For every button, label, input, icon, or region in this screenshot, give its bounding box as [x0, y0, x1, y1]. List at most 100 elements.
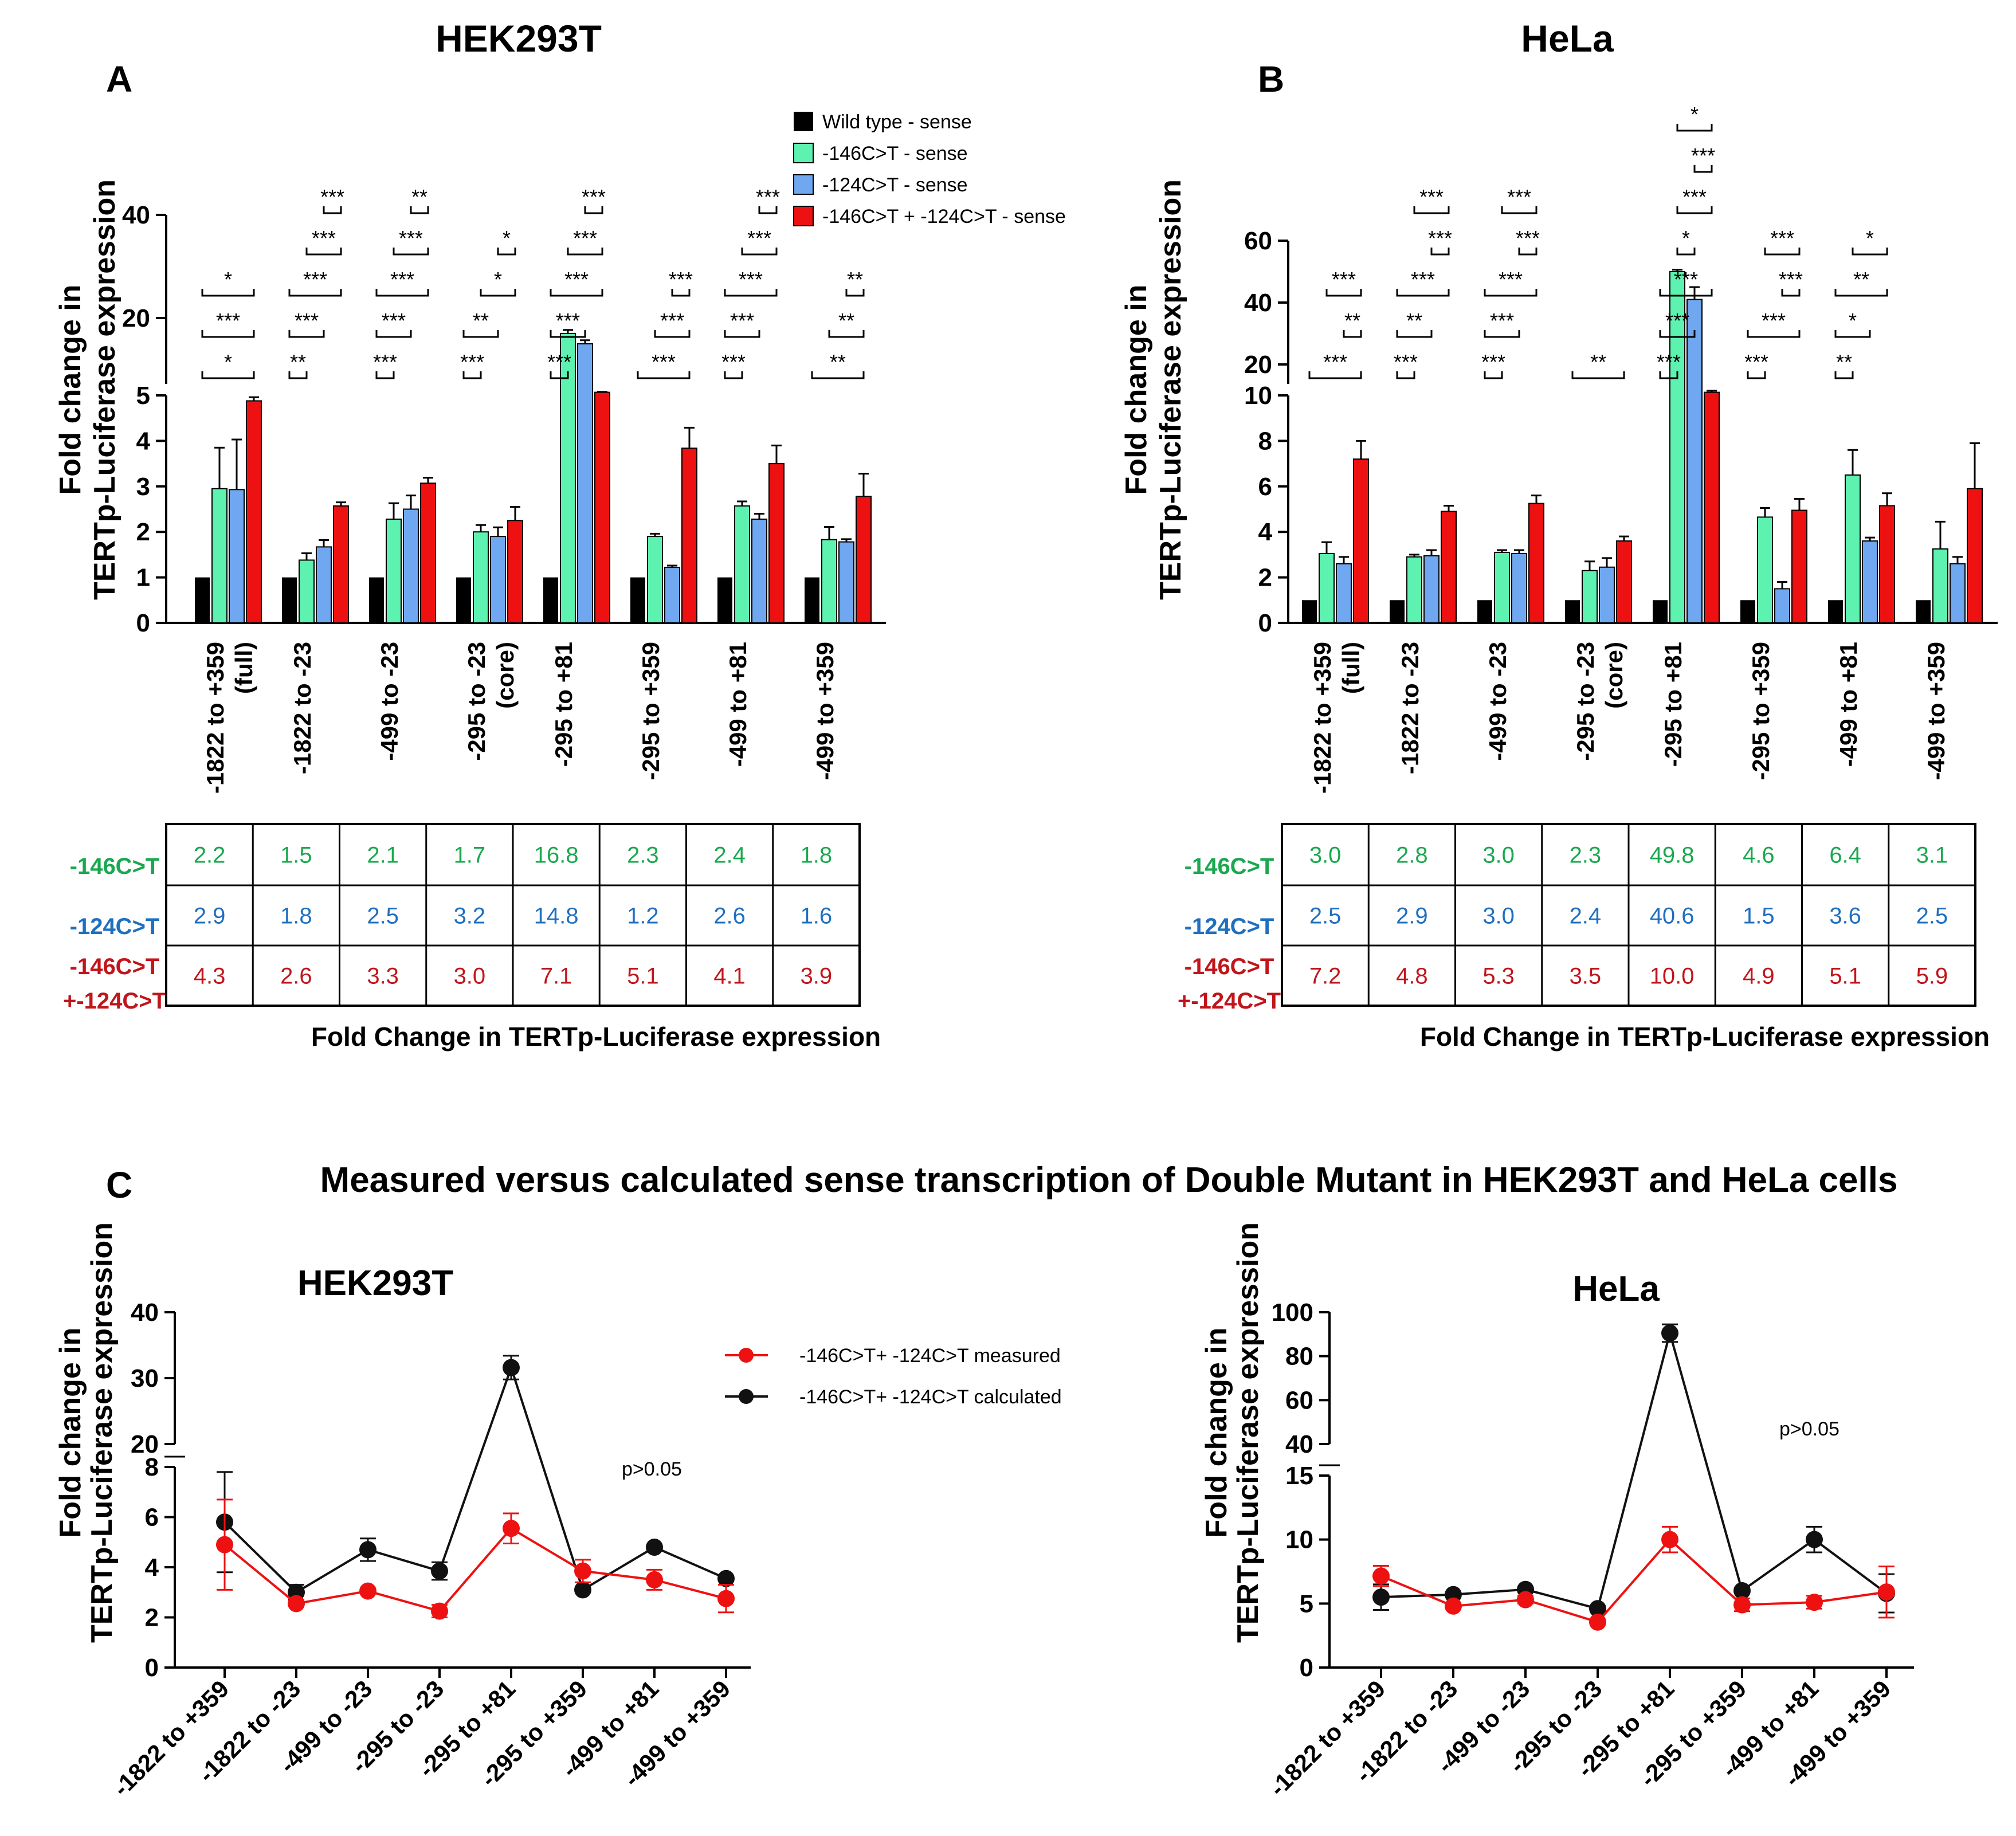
bar-a-7-1 [821, 539, 837, 623]
bar-legend: Wild type - sense -146C>T - sense -124C>… [793, 111, 1066, 227]
data-point [359, 1582, 376, 1600]
sig-label: * [224, 350, 232, 374]
sig-bracket [1343, 330, 1362, 338]
series-line [1380, 1328, 1888, 1610]
sig-bracket [323, 206, 342, 214]
sig-bracket [584, 206, 603, 214]
sig-label: *** [1507, 185, 1531, 209]
sig-label: *** [1665, 309, 1689, 332]
category-label: -295 to +359 [637, 642, 664, 780]
sig-bracket [724, 330, 760, 338]
data-point [1445, 1597, 1462, 1615]
sig-bracket [1676, 248, 1696, 256]
sig-label: *** [1770, 226, 1794, 250]
sig-label: *** [320, 185, 344, 209]
sig-bracket [1308, 371, 1362, 379]
bar-b-3-0 [1565, 600, 1580, 623]
sig-bracket [410, 206, 429, 214]
sig-bracket [1781, 289, 1801, 297]
table-b-label-dbl1: -146C>T [1185, 954, 1274, 979]
category-label: -1822 to -23 [1397, 642, 1423, 774]
sig-bracket [462, 330, 499, 338]
bar-a-6-1 [734, 505, 750, 624]
table-a-label-146: -146C>T [70, 854, 160, 879]
table-cell: 4.6 [1743, 843, 1775, 868]
sig-bracket [1747, 330, 1801, 338]
table-cell: 1.2 [627, 904, 659, 929]
sig-label: *** [573, 226, 597, 250]
category-label: -499 to +81 [1835, 642, 1862, 767]
legend-dot-measured [739, 1348, 754, 1363]
table-b-label-146: -146C>T [1185, 854, 1274, 879]
bar-b-5-3 [1791, 509, 1807, 623]
bar-b-4-3 [1704, 391, 1720, 623]
bar-b-7-2 [1950, 563, 1966, 624]
y-tick-label: 4 [136, 427, 151, 455]
table-cell: 2.3 [1570, 843, 1602, 868]
sig-label: *** [1744, 350, 1768, 374]
legend-swatch-wt [794, 112, 813, 131]
table-cell: 3.0 [454, 964, 486, 989]
table-cell: 2.5 [367, 904, 399, 929]
bar-b-5-1 [1757, 516, 1773, 624]
panel-b-title: HeLa [1521, 17, 1614, 60]
bar-a-0-0 [195, 577, 210, 623]
sig-label: ** [1344, 309, 1360, 332]
category-label: (core) [1601, 642, 1627, 709]
bar-a-5-3 [681, 448, 697, 623]
sig-bracket [1571, 371, 1625, 379]
bar-a-5-2 [664, 567, 680, 624]
sig-label: *** [660, 309, 684, 332]
sig-label: ** [847, 268, 863, 291]
data-point [717, 1590, 735, 1607]
data-point [503, 1359, 520, 1376]
category-label: (full) [230, 642, 257, 694]
table-cell: 3.2 [454, 904, 486, 929]
sig-label: *** [1762, 309, 1786, 332]
y-tick-label: 20 [122, 304, 150, 332]
sig-bracket [1834, 371, 1854, 379]
y-tick-label: 3 [136, 473, 150, 501]
panel-c-right-pvalue: p>0.05 [1779, 1418, 1839, 1440]
table-cell: 4.1 [713, 964, 746, 989]
sig-bracket [1484, 330, 1520, 338]
bar-b-0-1 [1319, 552, 1335, 623]
sig-label: *** [1411, 268, 1435, 291]
bar-a-2-2 [403, 508, 419, 623]
sig-label: *** [747, 226, 771, 250]
table-cell: 1.8 [280, 904, 312, 929]
bar-a-0-2 [229, 489, 245, 623]
sig-label: *** [373, 350, 397, 374]
sig-bracket [1834, 330, 1871, 338]
table-cell: 7.2 [1309, 964, 1342, 989]
table-cell: 2.9 [194, 904, 226, 929]
sig-bracket [741, 248, 778, 256]
sig-label: *** [730, 309, 754, 332]
y-tick-label: 6 [1258, 473, 1272, 501]
category-label: -499 to +359 [1923, 642, 1950, 780]
table-cell: 1.6 [801, 904, 833, 929]
table-cell: 3.0 [1482, 904, 1515, 929]
data-point [1733, 1596, 1751, 1614]
y-tick-label: 40 [1244, 289, 1272, 317]
sig-label: * [1682, 226, 1690, 250]
bar-a-5-1 [647, 536, 663, 624]
y-tick-label: 0 [1300, 1654, 1313, 1682]
legend-swatch-124 [793, 174, 814, 195]
panel-a-ytitle-2: TERTp-Luciferase expression [88, 179, 121, 600]
category-label: (full) [1338, 642, 1364, 694]
sig-label: ** [411, 185, 427, 209]
sig-label: ** [830, 350, 846, 374]
table-cell: 3.0 [1309, 843, 1342, 868]
sig-label: *** [564, 268, 589, 291]
data-point [1733, 1582, 1751, 1599]
sig-label: *** [756, 185, 780, 209]
sig-label: *** [1323, 350, 1347, 374]
y-tick-label: 60 [1244, 227, 1272, 255]
panel-a-letter: A [106, 58, 132, 100]
y-tick-label: 2 [1258, 564, 1272, 592]
y-tick-label: 1 [136, 564, 150, 592]
category-label: (core) [492, 642, 519, 709]
data-point [717, 1570, 735, 1587]
sig-bracket [1484, 289, 1538, 297]
